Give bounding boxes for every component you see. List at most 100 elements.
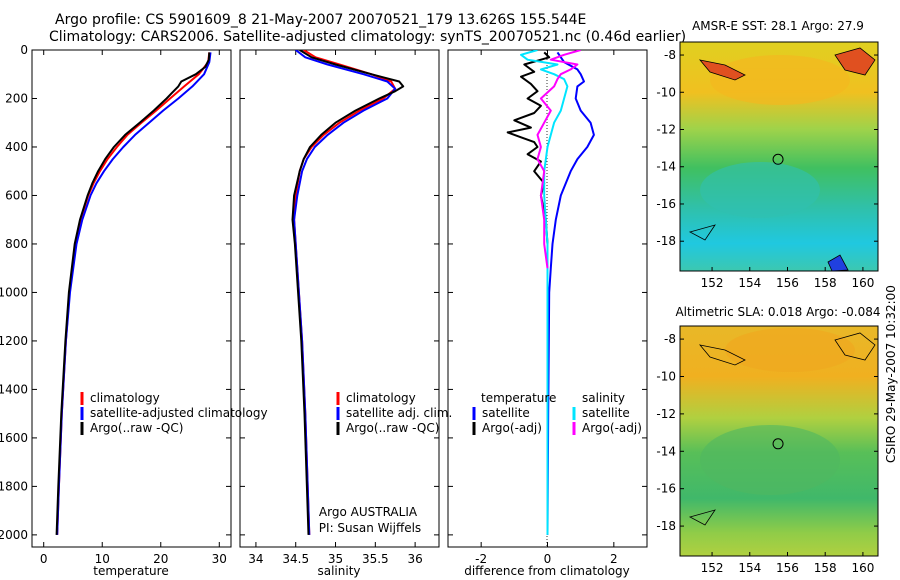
map-y-tick-label: -12 [656,123,676,137]
pi-label: PI: Susan Wijffels [319,521,421,535]
map-x-tick-label: 160 [851,276,874,290]
argo-program-label: Argo AUSTRALIA [319,505,418,519]
coastline-shape [698,344,746,366]
salinity-legend: climatology satellite adj. clim. Argo(..… [336,391,452,435]
y-tick-label: 1000 [0,285,28,299]
salinity-series [291,50,405,535]
legend-label-satellite: satellite-adjusted climatology [90,406,268,420]
y-tick-label: 1600 [0,431,28,445]
salinity-y-axis [240,49,439,536]
coastline-shape [688,509,716,526]
map-y-tick-label: -18 [656,234,676,248]
y-tick-label: 1800 [0,479,28,493]
temperature-x-axis: 0 10 20 30 [40,50,227,566]
difference-legend-salinity: salinity satellite Argo(-adj) [572,391,642,435]
temperature-panel: 0 200 400 600 800 1000 1200 1400 1600 1800 2000 0 1… [0,43,268,578]
sst-map-title: AMSR-E SST: 28.1 Argo: 27.9 [692,19,864,33]
sla-high-patch [725,328,855,372]
sla-map-panel: Altimetric SLA: 0.018 Argo: -0.084 152 15… [656,305,880,575]
map-x-tick-label: 158 [814,561,837,575]
difference-y-axis [448,49,647,536]
sst-map-panel: AMSR-E SST: 28.1 Argo: 27.9 152 154 156 158… [656,19,879,290]
series-line-temperature-argo [506,51,551,245]
legend-label-sal-argo: Argo(-adj) [582,421,642,435]
map-y-tick-label: -12 [656,407,676,421]
coastline-shape [688,224,716,241]
difference-series [506,50,595,535]
series-line-climatology [56,52,211,535]
series-line-salinity-satellite [520,50,569,535]
y-tick-label: 1200 [0,334,28,348]
y-tick-label: 200 [5,91,28,105]
difference-x-label: difference from climatology [464,564,630,578]
coastline-shape [834,332,876,361]
y-tick-label: 800 [5,237,28,251]
map-x-tick-label: 154 [738,561,761,575]
sla-map-title: Altimetric SLA: 0.018 Argo: -0.084 [675,305,880,319]
y-tick-label: 2000 [0,528,28,542]
timestamp-stamp: CSIRO 29-May-2007 10:32:00 [884,285,898,463]
map-x-tick-label: 152 [701,561,724,575]
x-tick-label: 36 [407,552,422,566]
legend-label-argo: Argo(..raw -QC) [90,421,183,435]
x-tick-label: 34.5 [282,552,309,566]
sla-map-frame [679,325,879,557]
series-line-temperature-satellite [546,51,595,535]
salinity-panel: 34 34.5 35 35.5 36 salinity climatology sate… [239,49,452,578]
map-y-tick-label: -14 [656,444,676,458]
difference-panel: -2 0 2 difference from climatology tempera… [447,49,648,578]
x-tick-label: 20 [153,552,168,566]
map-x-tick-label: 152 [701,276,724,290]
x-tick-label: 10 [95,552,110,566]
temperature-axes-frame [31,49,232,548]
x-tick-label: -2 [475,552,487,566]
temperature-legend: climatology satellite-adjusted climatolo… [80,391,268,435]
legend-label-climatology: climatology [346,391,416,405]
difference-legend-temperature: temperature satellite Argo(-adj) [472,391,556,435]
legend-label-temp-argo: Argo(-adj) [482,421,542,435]
map-x-tick-label: 156 [776,276,799,290]
map-y-tick-label: -16 [656,197,676,211]
series-line-argo [55,52,211,535]
map-y-tick-label: -8 [664,332,676,346]
salinity-x-label: salinity [317,564,360,578]
legend-title-temperature: temperature [481,391,556,405]
series-line-argo [291,50,405,535]
map-y-tick-label: -14 [656,160,676,174]
legend-label-argo: Argo(..raw -QC) [346,421,439,435]
temperature-x-label: temperature [93,564,168,578]
map-y-tick-label: -8 [664,48,676,62]
x-tick-label: 35.5 [362,552,389,566]
coastline-shape [698,59,746,81]
y-tick-label: 0 [20,43,28,57]
salinity-axes-frame [239,49,440,548]
legend-label-climatology: climatology [90,391,160,405]
legend-label-satellite: satellite adj. clim. [346,406,452,420]
legend-label-sal-satellite: satellite [582,406,630,420]
x-tick-label: 34 [248,552,263,566]
argo-float-marker [772,153,784,165]
y-tick-label: 600 [5,188,28,202]
map-x-tick-label: 158 [814,276,837,290]
y-tick-label: 400 [5,140,28,154]
sst-map-axes: 152 154 156 158 160 -8 -10 -12 -14 -16 -18 [656,48,878,290]
x-tick-label: 0 [40,552,48,566]
temperature-y-axis: 0 200 400 600 800 1000 1200 1400 1600 1800 2000 [0,43,231,542]
x-tick-label: 0 [544,552,552,566]
argo-float-marker [772,438,784,450]
sst-cool-patch [700,162,820,218]
map-y-tick-label: -16 [656,482,676,496]
sst-map-frame [679,41,879,272]
map-y-tick-label: -10 [656,369,676,383]
x-tick-label: 2 [610,552,618,566]
sla-map-axes: 152 154 156 158 160 -8 -10 -12 -14 -16 -18 [656,332,878,575]
series-line-salinity-argo [536,50,581,269]
map-x-tick-label: 156 [776,561,799,575]
difference-x-axis: -2 0 2 [475,50,618,566]
series-line-satellite [293,50,397,535]
legend-title-salinity: salinity [582,391,625,405]
coastline-shape [834,47,876,76]
y-tick-label: 1400 [0,382,28,396]
x-tick-label: 35 [328,552,343,566]
